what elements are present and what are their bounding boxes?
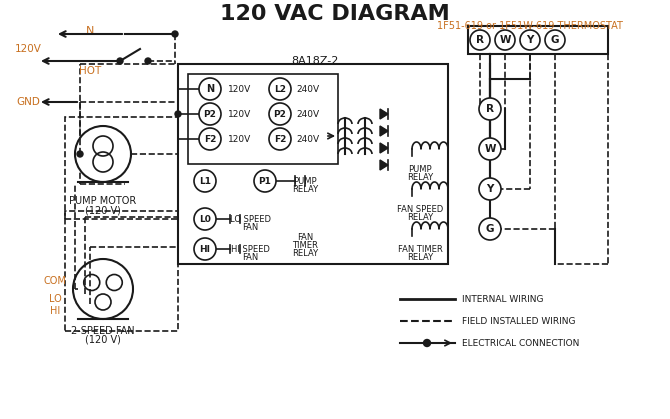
- Text: ELECTRICAL CONNECTION: ELECTRICAL CONNECTION: [462, 339, 580, 347]
- Text: 120 VAC DIAGRAM: 120 VAC DIAGRAM: [220, 4, 450, 24]
- Text: 240V: 240V: [296, 134, 319, 143]
- Text: HI: HI: [50, 306, 60, 316]
- Text: 120V: 120V: [228, 134, 251, 143]
- Circle shape: [254, 170, 276, 192]
- Circle shape: [479, 138, 501, 160]
- Text: FIELD INSTALLED WIRING: FIELD INSTALLED WIRING: [462, 316, 576, 326]
- Text: 8A18Z-2: 8A18Z-2: [291, 56, 339, 66]
- Text: P2: P2: [273, 109, 287, 119]
- Circle shape: [269, 78, 291, 100]
- Text: G: G: [486, 224, 494, 234]
- Text: FAN: FAN: [297, 233, 313, 241]
- Circle shape: [495, 30, 515, 50]
- Text: FAN: FAN: [242, 222, 258, 232]
- Circle shape: [194, 208, 216, 230]
- Text: L2: L2: [274, 85, 286, 93]
- Circle shape: [545, 30, 565, 50]
- Circle shape: [194, 238, 216, 260]
- Text: G: G: [551, 35, 559, 45]
- Circle shape: [194, 170, 216, 192]
- Text: F2: F2: [204, 134, 216, 143]
- Text: COM: COM: [44, 276, 66, 286]
- Circle shape: [199, 78, 221, 100]
- Text: F2: F2: [274, 134, 286, 143]
- Text: 240V: 240V: [296, 109, 319, 119]
- Circle shape: [479, 178, 501, 200]
- Text: 120V: 120V: [15, 44, 42, 54]
- Circle shape: [75, 126, 131, 182]
- Circle shape: [479, 98, 501, 120]
- Text: L0: L0: [199, 215, 211, 223]
- Text: W: W: [484, 144, 496, 154]
- Text: N: N: [86, 26, 94, 36]
- Bar: [468, 26, 608, 54]
- Text: Y: Y: [486, 184, 494, 194]
- Polygon shape: [380, 143, 388, 153]
- Text: Y: Y: [527, 35, 534, 45]
- Text: LO: LO: [49, 294, 62, 304]
- Text: R: R: [476, 35, 484, 45]
- Text: L1: L1: [199, 176, 211, 186]
- Bar: [65, 211, 178, 331]
- Bar: [65, 117, 178, 219]
- Circle shape: [73, 259, 133, 319]
- Text: LO SPEED: LO SPEED: [230, 215, 271, 223]
- Circle shape: [199, 128, 221, 150]
- Text: (120 V): (120 V): [85, 335, 121, 345]
- Text: RELAY: RELAY: [292, 248, 318, 258]
- Text: HI SPEED: HI SPEED: [230, 245, 269, 253]
- Text: GND: GND: [16, 97, 40, 107]
- Text: FAN: FAN: [242, 253, 258, 261]
- Text: RELAY: RELAY: [292, 184, 318, 194]
- Text: P2: P2: [204, 109, 216, 119]
- Text: PUMP: PUMP: [293, 176, 317, 186]
- Bar: [178, 64, 448, 264]
- Text: 2-SPEED FAN: 2-SPEED FAN: [71, 326, 135, 336]
- Text: TIMER: TIMER: [292, 241, 318, 249]
- Text: PUMP MOTOR: PUMP MOTOR: [70, 196, 137, 206]
- Text: 240V: 240V: [296, 85, 319, 93]
- Circle shape: [145, 58, 151, 64]
- Polygon shape: [380, 126, 388, 136]
- Text: PUMP: PUMP: [408, 165, 431, 173]
- Text: 120V: 120V: [228, 109, 251, 119]
- Circle shape: [117, 58, 123, 64]
- Text: RELAY: RELAY: [407, 253, 433, 261]
- Text: N: N: [206, 84, 214, 94]
- Text: W: W: [499, 35, 511, 45]
- Text: 120V: 120V: [228, 85, 251, 93]
- Text: RELAY: RELAY: [407, 212, 433, 222]
- Text: HI: HI: [200, 245, 210, 253]
- Text: R: R: [486, 104, 494, 114]
- Circle shape: [520, 30, 540, 50]
- Text: HOT: HOT: [79, 66, 101, 76]
- Circle shape: [423, 339, 431, 347]
- Circle shape: [269, 103, 291, 125]
- Circle shape: [269, 128, 291, 150]
- Text: FAN TIMER: FAN TIMER: [397, 245, 442, 253]
- Circle shape: [77, 151, 83, 157]
- Text: FAN SPEED: FAN SPEED: [397, 204, 443, 214]
- Text: 1F51-619 or 1F51W-619 THERMOSTAT: 1F51-619 or 1F51W-619 THERMOSTAT: [437, 21, 623, 31]
- Text: RELAY: RELAY: [407, 173, 433, 181]
- Bar: [188, 74, 338, 164]
- Text: INTERNAL WIRING: INTERNAL WIRING: [462, 295, 543, 303]
- Circle shape: [199, 103, 221, 125]
- Text: P1: P1: [259, 176, 271, 186]
- Circle shape: [172, 31, 178, 37]
- Polygon shape: [380, 160, 388, 170]
- Text: (120 V): (120 V): [85, 205, 121, 215]
- Circle shape: [479, 218, 501, 240]
- Circle shape: [175, 111, 181, 117]
- Circle shape: [470, 30, 490, 50]
- Polygon shape: [380, 109, 388, 119]
